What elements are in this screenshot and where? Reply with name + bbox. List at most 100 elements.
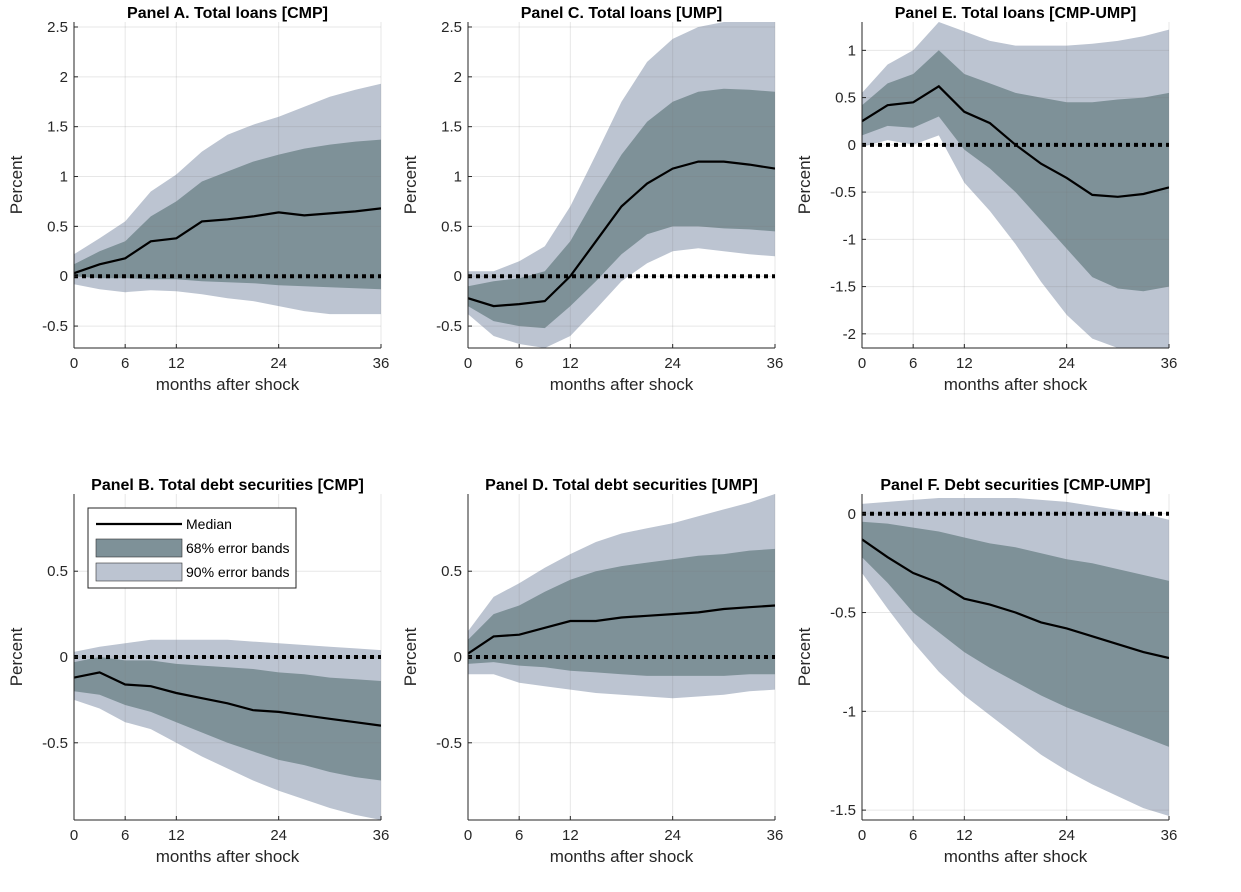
x-tick-label: 36 [767,827,784,844]
x-axis-label: months after shock [550,847,694,866]
y-tick-label: -1.5 [830,279,856,296]
panel-2: 0 6 12 24 36 -2 -1.5 -1 -0.5 0 0.5 1 Panel E. Total … [795,5,1177,394]
y-tick-label: 1 [848,42,856,59]
x-axis-label: months after shock [944,847,1088,866]
y-tick-label: 1.5 [47,119,68,136]
panel-title: Panel D. Total debt securities [UMP] [485,477,758,494]
x-tick-label: 12 [956,355,973,372]
band-68 [74,657,381,781]
y-tick-label: -0.5 [830,605,856,622]
x-tick-label: 0 [70,355,78,372]
y-axis-label: Percent [795,627,814,686]
x-tick-label: 24 [1058,827,1075,844]
band-68 [862,50,1169,292]
y-tick-label: -1.5 [830,802,856,819]
y-tick-label: 0 [454,649,462,666]
panel-title: Panel B. Total debt securities [CMP] [91,477,364,494]
x-tick-label: 0 [858,355,866,372]
x-axis-label: months after shock [944,375,1088,394]
y-tick-label: 0.5 [835,90,856,107]
x-axis-label: months after shock [156,847,300,866]
median-line [468,604,775,655]
x-axis-label: months after shock [156,375,300,394]
x-tick-label: 36 [1161,355,1178,372]
x-tick-label: 0 [464,355,472,372]
panel-title: Panel E. Total loans [CMP-UMP] [895,5,1137,22]
y-tick-label: 1.5 [441,119,462,136]
x-tick-label: 24 [664,827,681,844]
x-tick-label: 0 [464,827,472,844]
x-tick-label: 36 [767,355,784,372]
panel-title: Panel C. Total loans [UMP] [521,5,723,22]
y-tick-label: 0 [848,506,856,523]
y-tick-label: 0.5 [441,218,462,235]
y-axis-label: Percent [7,627,26,686]
x-tick-label: 12 [562,827,579,844]
median-line [862,538,1169,660]
x-axis-label: months after shock [550,375,694,394]
y-tick-label: -0.5 [830,184,856,201]
y-tick-label: 0 [60,268,68,285]
x-tick-label: 12 [956,827,973,844]
y-tick-label: -1 [843,231,856,248]
x-tick-label: 6 [909,827,917,844]
x-tick-label: 24 [270,827,287,844]
band-68 [74,139,381,290]
y-tick-label: 0 [848,137,856,154]
panel-0: 0 6 12 24 36 -0.5 0 0.5 1 1.5 2 2.5 Panel A. Total l… [7,5,389,394]
x-tick-label: 12 [562,355,579,372]
y-axis-label: Percent [7,155,26,214]
y-tick-label: 0.5 [47,563,68,580]
panel-5: 0 6 12 24 36 -1.5 -1 -0.5 0 Panel F. Debt securit… [795,477,1177,866]
x-tick-label: 24 [664,355,681,372]
x-tick-label: 24 [270,355,287,372]
y-tick-label: -0.5 [436,318,462,335]
y-axis-label: Percent [401,627,420,686]
panel-title: Panel A. Total loans [CMP] [127,5,328,22]
x-tick-label: 6 [909,355,917,372]
legend: Median 68% error bands 90% error bands [87,507,297,589]
legend-swatch-band [95,562,183,582]
x-tick-label: 24 [1058,355,1075,372]
x-tick-label: 12 [168,827,185,844]
x-tick-label: 6 [121,355,129,372]
legend-label: 68% error bands [186,540,290,556]
panel-3: 0 6 12 24 36 -0.5 0 0.5 Panel B. Total debt secu… [7,477,389,866]
x-tick-label: 0 [858,827,866,844]
y-tick-label: -0.5 [436,735,462,752]
band-68 [862,521,1169,747]
y-tick-label: 2.5 [47,19,68,36]
y-tick-label: -0.5 [42,735,68,752]
y-tick-label: 1 [60,169,68,186]
median-line [74,671,381,727]
y-tick-label: 0.5 [441,563,462,580]
panel-1: 0 6 12 24 36 -0.5 0 0.5 1 1.5 2 2.5 Panel C. Total l… [401,5,783,394]
median-line [74,207,381,275]
median-line [468,160,775,308]
band-68 [468,88,775,329]
legend-label: Median [186,516,232,532]
y-tick-label: 2 [60,69,68,86]
y-tick-label: 2 [454,69,462,86]
x-tick-label: 6 [515,827,523,844]
y-tick-label: 2.5 [441,19,462,36]
x-tick-label: 36 [373,355,390,372]
y-tick-label: -1 [843,703,856,720]
panel-4: 0 6 12 24 36 -0.5 0 0.5 Panel D. Total debt secu… [401,477,783,866]
panel-title: Panel F. Debt securities [CMP-UMP] [880,477,1150,494]
y-axis-label: Percent [401,155,420,214]
y-tick-label: 0 [454,268,462,285]
x-tick-label: 0 [70,827,78,844]
legend-swatch-band [95,538,183,558]
x-tick-label: 12 [168,355,185,372]
x-tick-label: 6 [515,355,523,372]
legend-label: 90% error bands [186,564,290,580]
x-tick-label: 36 [373,827,390,844]
x-tick-label: 6 [121,827,129,844]
x-tick-label: 36 [1161,827,1178,844]
y-tick-label: -0.5 [42,318,68,335]
y-tick-label: 0.5 [47,218,68,235]
median-line [862,84,1169,198]
y-tick-label: 0 [60,649,68,666]
